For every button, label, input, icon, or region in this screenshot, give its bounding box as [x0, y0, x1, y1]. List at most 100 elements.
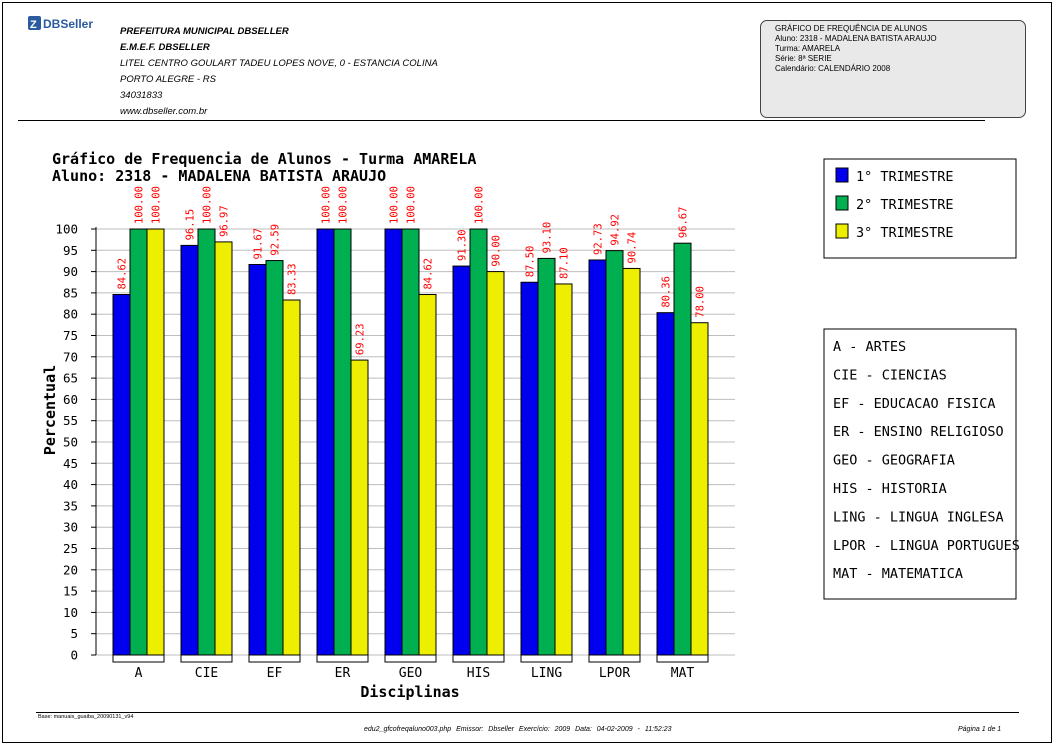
bar-value-label: 91.67	[253, 228, 265, 260]
bar-geo-s1	[384, 228, 403, 656]
abbreviation-item: HIS - HISTORIA	[833, 481, 947, 497]
bar-his-s1	[452, 265, 471, 656]
footer-base: Base: manuais_guaiba_20090131_v94	[38, 714, 134, 720]
org-line-school: E.M.E.F. DBSELLER	[120, 42, 210, 53]
category-box	[520, 654, 573, 663]
info-line-class: Turma: AMARELA	[775, 44, 841, 53]
bar-value-label: 96.15	[185, 209, 197, 241]
y-tick-label: 15	[63, 584, 78, 599]
bar-geo-s3	[418, 294, 437, 656]
org-line-address: LITEL CENTRO GOULART TADEU LOPES NOVE, 0…	[120, 58, 438, 69]
x-tick-label-ef: EF	[267, 666, 283, 681]
bar-value-label: 96.67	[678, 207, 690, 239]
bar-value-label: 96.97	[219, 205, 231, 237]
bar-mat-s1	[656, 312, 675, 656]
bar-ling-s2	[537, 257, 556, 656]
abbreviations-legend-box	[823, 328, 1017, 600]
y-tick-label: 10	[63, 605, 78, 620]
y-tick-label: 30	[63, 520, 78, 535]
chart-title: Gráfico de Frequencia de Alunos - Turma …	[52, 150, 476, 168]
info-line-calendar: Calendário: CALENDÁRIO 2008	[775, 64, 891, 73]
y-tick-label: 40	[63, 477, 78, 492]
bar-value-label: 78.00	[695, 286, 707, 318]
y-tick-label: 5	[70, 626, 78, 641]
y-tick-label: 60	[63, 392, 78, 407]
x-tick-label-mat: MAT	[671, 666, 695, 681]
bar-lpor-s3	[622, 267, 641, 656]
bar-value-label: 100.00	[474, 186, 486, 224]
legend-label-s1: 1° TRIMESTRE	[856, 169, 954, 185]
x-tick-label-his: HIS	[467, 666, 490, 681]
abbreviation-item: CIE - CIENCIAS	[833, 367, 947, 383]
bar-cie-s3	[214, 241, 233, 656]
bar-a-s2	[129, 228, 148, 656]
bar-mat-s3	[690, 322, 709, 656]
category-box	[452, 654, 505, 663]
bar-his-s2	[469, 228, 488, 656]
category-box	[588, 654, 641, 663]
y-tick-label: 25	[63, 541, 78, 556]
y-tick-label: 20	[63, 562, 78, 577]
category-box	[316, 654, 369, 663]
bar-value-label: 84.62	[117, 258, 129, 290]
legend-label-s2: 2° TRIMESTRE	[856, 197, 954, 213]
bar-value-label: 100.00	[202, 186, 214, 224]
logo-mark	[28, 16, 41, 30]
bar-value-label: 100.00	[338, 186, 350, 224]
y-tick-label: 45	[63, 456, 78, 471]
bar-er-s1	[316, 228, 335, 656]
bar-value-label: 92.73	[593, 223, 605, 255]
legend-label-s3: 3° TRIMESTRE	[856, 225, 954, 241]
category-box	[384, 654, 437, 663]
logo-mark-letter: Z	[30, 19, 37, 31]
bar-lpor-s1	[588, 259, 607, 656]
dbseller-logo: Z DBSeller	[28, 16, 93, 31]
y-tick-label: 90	[63, 264, 78, 279]
header-divider	[18, 120, 985, 121]
bar-value-label: 80.36	[661, 276, 673, 308]
bar-value-label: 87.10	[559, 247, 571, 279]
bar-geo-s2	[401, 228, 420, 656]
bar-value-label: 93.10	[542, 222, 554, 254]
category-box	[180, 654, 233, 663]
bar-cie-s2	[197, 228, 216, 656]
series-legend-box	[823, 158, 1017, 259]
report-info-box: GRÁFICO DE FREQUÊNCIA DE ALUNOS Aluno: 2…	[760, 20, 1026, 118]
legend-swatch-s1	[835, 167, 849, 183]
bar-a-s3	[146, 228, 165, 656]
org-line-phone: 34031833	[120, 90, 163, 101]
bar-value-label: 100.00	[389, 186, 401, 224]
y-tick-label: 95	[63, 243, 78, 258]
bar-er-s2	[333, 228, 352, 656]
bar-ef-s1	[248, 263, 267, 656]
y-axis-label: Percentual	[41, 365, 59, 455]
org-line-website: www.dbseller.com.br	[120, 106, 208, 117]
x-tick-label-lpor: LPOR	[599, 666, 630, 681]
bar-cie-s1	[180, 244, 199, 656]
bar-value-label: 100.00	[321, 186, 333, 224]
organization-header: PREFEITURA MUNICIPAL DBSELLER E.M.E.F. D…	[120, 24, 438, 120]
y-tick-label: 100	[55, 222, 78, 237]
footer-emitter-info: edu2_gfcofreqaluno003.php Emissor: Dbsel…	[364, 726, 672, 733]
info-line-grade: Série: 8ª SERIE	[775, 54, 832, 63]
x-tick-label-ling: LING	[531, 666, 562, 681]
y-tick-label: 80	[63, 307, 78, 322]
abbreviation-item: LPOR - LINGUA PORTUGUES	[833, 538, 1020, 554]
abbreviation-item: A - ARTES	[833, 339, 906, 355]
footer-divider	[36, 712, 1019, 713]
y-tick-label: 70	[63, 349, 78, 364]
category-box	[248, 654, 301, 663]
x-tick-label-a: A	[135, 666, 143, 681]
abbreviation-item: MAT - MATEMATICA	[833, 566, 963, 582]
y-tick-label: 0	[70, 648, 78, 663]
category-box	[112, 654, 165, 663]
abbreviation-item: GEO - GEOGRAFIA	[833, 453, 955, 469]
bar-ef-s2	[265, 260, 284, 656]
bar-value-label: 91.30	[457, 229, 469, 261]
x-tick-label-cie: CIE	[195, 666, 218, 681]
org-line-city: PORTO ALEGRE - RS	[120, 74, 216, 85]
bar-value-label: 94.92	[610, 214, 622, 246]
abbreviation-item: ER - ENSINO RELIGIOSO	[833, 424, 1004, 440]
org-line-municipality: PREFEITURA MUNICIPAL DBSELLER	[120, 26, 289, 37]
